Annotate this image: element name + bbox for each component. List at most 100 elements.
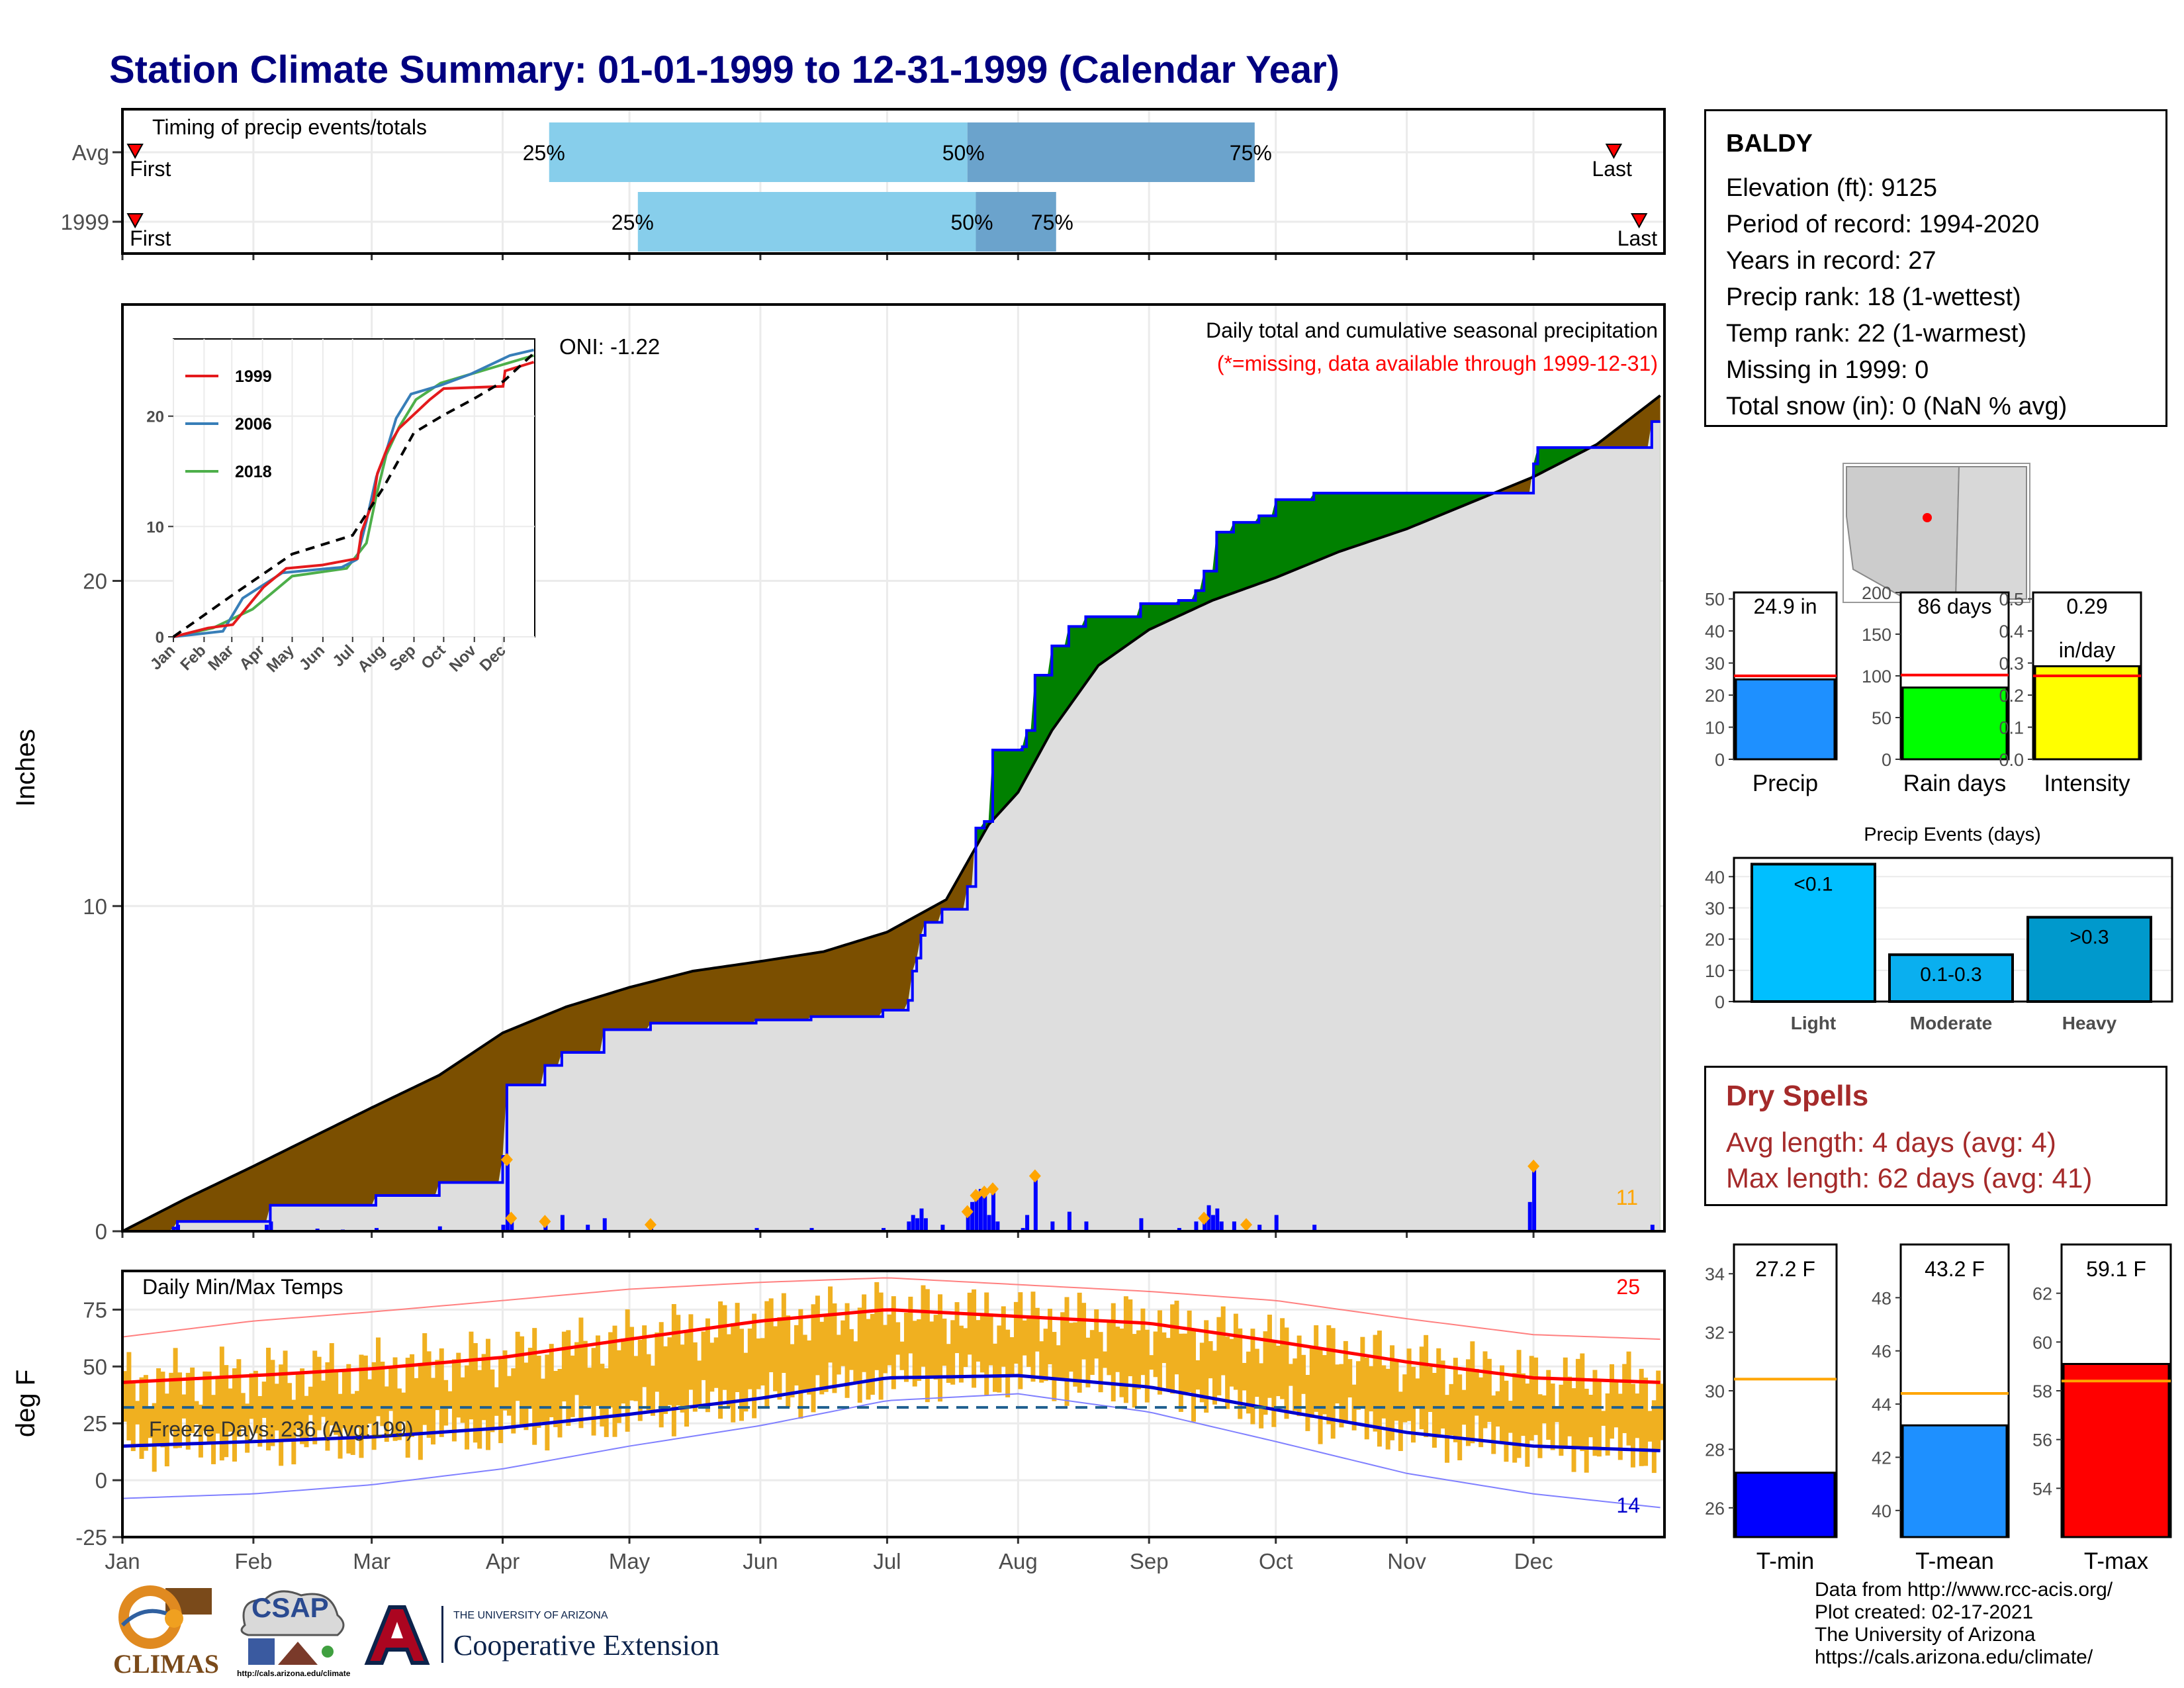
temp-daily-bar xyxy=(680,1344,685,1413)
temp-daily-bar xyxy=(1584,1388,1589,1473)
temp-daily-bar xyxy=(802,1335,807,1391)
summary-value-label: 0.29 xyxy=(2066,594,2107,618)
temp-daily-bar xyxy=(1377,1331,1382,1447)
summary-name: Intensity xyxy=(2044,771,2130,796)
temp-daily-bar xyxy=(1094,1309,1099,1359)
precip-daily-bar xyxy=(966,1211,970,1231)
climas-logo-text: CLIMAS xyxy=(113,1649,220,1679)
precip-marker xyxy=(539,1215,551,1229)
temp-daily-bar xyxy=(240,1393,246,1429)
temp-freeze-label: Freeze Days: 236 (Avg:199) xyxy=(149,1417,414,1441)
temp-daily-bar xyxy=(1402,1374,1408,1423)
temp-daily-bar xyxy=(1034,1307,1040,1352)
precip-observed-line xyxy=(122,420,1661,1233)
temp-daily-bar xyxy=(1415,1378,1420,1409)
temp-daily-bar xyxy=(836,1335,841,1375)
temp-daily-bar xyxy=(481,1354,486,1421)
temp-daily-bar xyxy=(443,1380,449,1426)
temp-daily-bar xyxy=(1596,1382,1602,1457)
timing-p50-label: 50% xyxy=(950,211,993,234)
credits: Data from http://www.rcc-acis.org/ Plot … xyxy=(1815,1579,2113,1669)
temp-daily-bar xyxy=(1157,1310,1162,1395)
temp-daily-bar xyxy=(663,1346,668,1415)
temp-daily-bar xyxy=(451,1359,457,1442)
temp-daily-bar xyxy=(1647,1411,1653,1442)
temp-daily-bar xyxy=(1005,1329,1011,1397)
temp-daily-bar xyxy=(1626,1351,1631,1446)
temp-daily-bar xyxy=(1026,1318,1032,1367)
timing-bar-25-50 xyxy=(549,122,968,182)
temp-daily-bar xyxy=(917,1319,922,1382)
temp-daily-bar xyxy=(1098,1332,1103,1393)
temp-daily-bar xyxy=(1288,1364,1293,1386)
temp-y-tick-label: 50 xyxy=(83,1354,107,1379)
summary-name: Precip xyxy=(1752,771,1818,796)
precip-marker xyxy=(644,1218,657,1232)
temp-daily-bar xyxy=(604,1368,609,1437)
temp-daily-bar xyxy=(1343,1340,1348,1422)
temp-daily-bar xyxy=(1220,1306,1226,1376)
temp-daily-bar xyxy=(574,1342,580,1395)
temp-daily-bar xyxy=(1347,1359,1353,1398)
temp-avg-min-line xyxy=(122,1374,1661,1452)
temp-daily-bar xyxy=(1140,1308,1146,1376)
temp-daily-bar xyxy=(291,1399,296,1465)
tbar-value-label: 59.1 F xyxy=(2086,1257,2146,1281)
temp-daily-bar xyxy=(1322,1355,1327,1415)
temp-daily-bar xyxy=(249,1373,254,1419)
temp-daily-bar xyxy=(1001,1306,1006,1367)
temp-daily-bar xyxy=(1242,1362,1247,1391)
temp-daily-bar xyxy=(1089,1330,1095,1376)
precip-daily-bar xyxy=(1650,1225,1655,1231)
temp-daily-bar xyxy=(1077,1292,1082,1393)
temp-daily-bar xyxy=(1364,1357,1369,1440)
temp-daily-bar xyxy=(1512,1373,1518,1463)
temp-daily-bar xyxy=(456,1352,461,1418)
events-bar-label: <0.1 xyxy=(1794,873,1833,895)
temp-daily-bar xyxy=(1107,1322,1112,1376)
temp-daily-bar xyxy=(257,1395,263,1447)
temp-daily-bar xyxy=(532,1328,537,1445)
summary-y-tick-label: 40 xyxy=(1705,622,1725,641)
climas-logo-graphic xyxy=(118,1585,212,1649)
events-bar xyxy=(2026,915,2152,1004)
temp-x-tick-label: Aug xyxy=(999,1549,1038,1573)
temp-daily-bar xyxy=(1486,1358,1492,1423)
temp-daily-bar xyxy=(164,1393,169,1467)
temp-daily-bar xyxy=(1271,1341,1277,1427)
temp-daily-bar xyxy=(1525,1383,1530,1467)
timing-last-label: Last xyxy=(1617,226,1658,250)
temp-daily-bar xyxy=(1424,1335,1429,1438)
temp-daily-bar xyxy=(895,1322,901,1355)
temp-min-count: 14 xyxy=(1616,1493,1640,1517)
temp-daily-bar xyxy=(1453,1358,1458,1442)
temp-daily-bar xyxy=(274,1383,279,1431)
temp-daily-bar xyxy=(173,1348,178,1448)
temp-daily-bar xyxy=(819,1321,825,1395)
temp-daily-bar xyxy=(1275,1345,1281,1397)
timing-p50-label: 50% xyxy=(942,141,985,165)
timing-p75-label: 75% xyxy=(1230,141,1272,165)
temp-daily-bar xyxy=(1508,1401,1513,1433)
temp-daily-bar xyxy=(726,1334,731,1408)
temp-daily-bar xyxy=(1297,1335,1302,1417)
precip-y-axis-title: Inches xyxy=(11,729,40,807)
temp-daily-bar xyxy=(1449,1383,1454,1436)
temp-daily-bar xyxy=(752,1313,757,1419)
tbar-y-tick-label: 32 xyxy=(1705,1323,1725,1343)
temp-daily-bar xyxy=(1529,1356,1534,1441)
temp-daily-bar xyxy=(633,1356,639,1401)
temp-daily-bar xyxy=(1660,1383,1665,1440)
ua-logo: THE UNIVERSITY OF ARIZONA Cooperative Ex… xyxy=(361,1602,745,1675)
timing-last-marker xyxy=(1605,144,1623,160)
precip-daily-bar xyxy=(510,1218,514,1231)
temp-daily-bar xyxy=(1030,1291,1036,1382)
temp-daily-bar xyxy=(1048,1309,1052,1364)
precip-marker xyxy=(961,1205,974,1219)
precip-daily-bar xyxy=(991,1189,996,1231)
temp-daily-bar xyxy=(688,1314,694,1390)
temp-daily-bar xyxy=(426,1351,432,1438)
temp-daily-bar xyxy=(743,1352,749,1412)
temp-daily-bar xyxy=(1119,1329,1124,1397)
station-temp-rank: Temp rank: 22 (1-warmest) xyxy=(1726,320,2027,348)
